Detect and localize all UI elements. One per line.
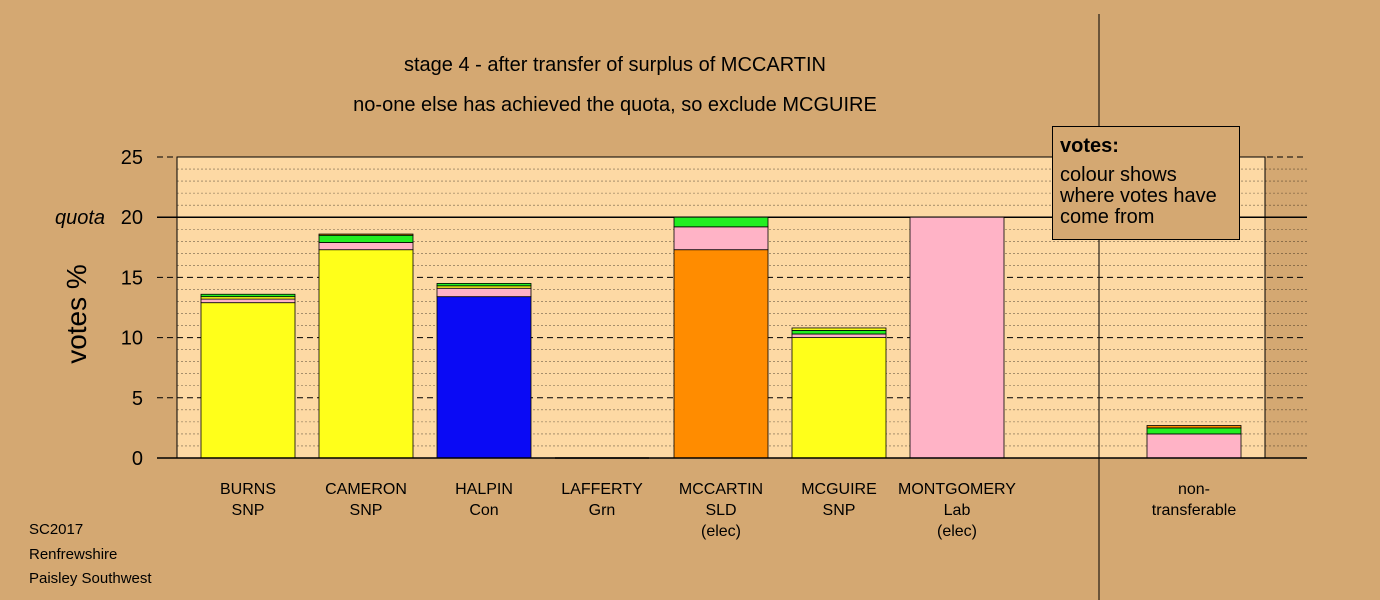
category-label: SLD — [705, 502, 736, 519]
bar-segment — [1146, 425, 1242, 429]
quota-label: quota — [55, 207, 105, 229]
category-label: HALPIN — [455, 481, 513, 498]
y-tick-label: 10 — [121, 328, 143, 350]
category-label: Con — [469, 502, 498, 519]
bar — [1146, 425, 1242, 459]
bar-segment — [673, 216, 769, 228]
bar-segment — [909, 216, 1005, 459]
bar-segment — [318, 234, 414, 243]
y-tick-label: 15 — [121, 267, 143, 289]
bar-segment — [673, 226, 769, 251]
bar — [200, 293, 296, 459]
bar-segment — [791, 329, 887, 335]
category-label: LAFFERTY — [561, 481, 643, 498]
bar — [673, 216, 769, 459]
bars — [200, 216, 1242, 459]
footer-council: Renfrewshire — [29, 546, 118, 563]
y-tick-label: 5 — [132, 388, 143, 410]
bar-segment — [200, 302, 296, 459]
legend: votes: colour shows where votes have com… — [1052, 126, 1240, 240]
category-label: MCCARTIN — [679, 481, 763, 498]
category-labels: BURNS SNP CAMERON SNP HALPIN Con LAFFERTY Grn MC… — [220, 481, 1236, 540]
legend-title: votes: — [1060, 135, 1119, 157]
y-tick-label: 25 — [121, 147, 143, 169]
y-axis-ticks: 0 5 10 15 20 25 quota — [55, 147, 143, 470]
category-label: SNP — [232, 502, 265, 519]
chart-title: stage 4 - after transfer of surplus of M… — [403, 54, 826, 76]
bar-segment — [1146, 427, 1242, 435]
bar-segment — [318, 233, 414, 236]
bar — [909, 216, 1005, 459]
category-label: transferable — [1152, 502, 1237, 519]
legend-text: colour shows where votes have come from — [1060, 164, 1217, 228]
category-label: (elec) — [937, 523, 977, 540]
bar-segment — [791, 337, 887, 459]
bar — [791, 327, 887, 459]
category-label: SNP — [823, 502, 856, 519]
category-label: Grn — [589, 502, 616, 519]
y-axis-label: votes % — [61, 264, 92, 364]
category-label: Lab — [944, 502, 971, 519]
bar-segment — [200, 298, 296, 304]
bar — [436, 283, 532, 459]
bar-segment — [436, 283, 532, 287]
category-label: SNP — [350, 502, 383, 519]
bar-segment — [791, 333, 887, 339]
bar-segment — [200, 293, 296, 298]
chart-subtitle: no-one else has achieved the quota, so e… — [353, 94, 877, 116]
footer-ward: Paisley Southwest — [29, 570, 152, 587]
bar-segment — [436, 287, 532, 298]
category-label: MCGUIRE — [801, 481, 877, 498]
category-label: BURNS — [220, 481, 276, 498]
bar-segment — [1146, 433, 1242, 459]
bar-segment — [318, 242, 414, 251]
y-tick-label: 20 — [121, 207, 143, 229]
category-label: CAMERON — [325, 481, 407, 498]
bar-segment — [436, 296, 532, 459]
bar-segment — [791, 327, 887, 331]
bar-segment — [318, 249, 414, 459]
footer-election: SC2017 — [29, 521, 84, 538]
axes — [157, 14, 1307, 600]
category-label: (elec) — [701, 523, 741, 540]
category-label: MONTGOMERY — [898, 481, 1016, 498]
category-label: non- — [1178, 481, 1210, 498]
bar — [318, 233, 414, 459]
bar-segment — [673, 249, 769, 459]
y-tick-label: 0 — [132, 448, 143, 470]
